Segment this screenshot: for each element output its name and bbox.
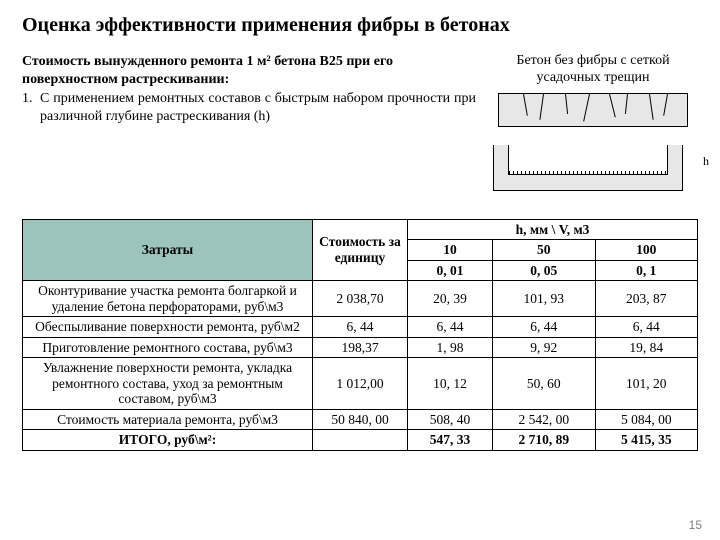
th-col-1-bot: 0, 05 (493, 260, 595, 281)
row-value: 198,37 (313, 337, 408, 358)
cost-table: Затраты Стоимость за единицу h, мм \ V, … (22, 219, 698, 451)
total-value: 5 415, 35 (595, 430, 697, 451)
th-col-2-bot: 0, 1 (595, 260, 697, 281)
table-row: Приготовление ремонтного состава, руб\м3… (23, 337, 698, 358)
total-value (313, 430, 408, 451)
list-text: С применением ремонтных составов с быстр… (40, 90, 476, 125)
row-value: 2 542, 00 (493, 409, 595, 430)
intro-heading: Стоимость вынужденного ремонта 1 м² бето… (22, 53, 476, 88)
row-value: 6, 44 (595, 317, 697, 338)
row-label: Оконтуривание участка ремонта болгаркой … (23, 281, 313, 317)
row-value: 6, 44 (313, 317, 408, 338)
row-value: 203, 87 (595, 281, 697, 317)
th-costs: Затраты (23, 219, 313, 281)
row-value: 2 038,70 (313, 281, 408, 317)
row-label: Приготовление ремонтного состава, руб\м3 (23, 337, 313, 358)
row-value: 508, 40 (408, 409, 493, 430)
total-label: ИТОГО, руб\м²: (23, 430, 313, 451)
row-value: 6, 44 (408, 317, 493, 338)
row-value: 101, 20 (595, 358, 697, 410)
table-row: Обеспыливание поверхности ремонта, руб\м… (23, 317, 698, 338)
row-value: 50, 60 (493, 358, 595, 410)
th-col-0-top: 10 (408, 240, 493, 261)
total-value: 2 710, 89 (493, 430, 595, 451)
total-value: 547, 33 (408, 430, 493, 451)
concrete-slab-cavity-icon: h (493, 145, 693, 191)
row-label: Увлажнение поверхности ремонта, укладка … (23, 358, 313, 410)
row-label: Обеспыливание поверхности ремонта, руб\м… (23, 317, 313, 338)
row-value: 10, 12 (408, 358, 493, 410)
row-value: 19, 84 (595, 337, 697, 358)
th-unit-cost: Стоимость за единицу (313, 219, 408, 281)
table-row: Увлажнение поверхности ремонта, укладка … (23, 358, 698, 410)
concrete-slab-cracked-icon (498, 93, 688, 127)
list-number: 1. (22, 90, 40, 125)
table-total-row: ИТОГО, руб\м²: 547, 332 710, 895 415, 35 (23, 430, 698, 451)
row-value: 9, 92 (493, 337, 595, 358)
row-value: 1 012,00 (313, 358, 408, 410)
row-value: 5 084, 00 (595, 409, 697, 430)
figure-caption: Бетон без фибры с сеткой усадочных трещи… (488, 53, 698, 87)
dimension-h-label: h (703, 155, 709, 167)
th-col-2-top: 100 (595, 240, 697, 261)
figure-block: Бетон без фибры с сеткой усадочных трещи… (488, 53, 698, 191)
page-number: 15 (689, 518, 702, 532)
row-value: 6, 44 (493, 317, 595, 338)
th-col-0-bot: 0, 01 (408, 260, 493, 281)
table-row: Стоимость материала ремонта, руб\м350 84… (23, 409, 698, 430)
row-value: 20, 39 (408, 281, 493, 317)
page-title: Оценка эффективности применения фибры в … (22, 14, 698, 37)
row-value: 1, 98 (408, 337, 493, 358)
th-col-1-top: 50 (493, 240, 595, 261)
upper-section: Стоимость вынужденного ремонта 1 м² бето… (22, 53, 698, 191)
table-row: Оконтуривание участка ремонта болгаркой … (23, 281, 698, 317)
row-label: Стоимость материала ремонта, руб\м3 (23, 409, 313, 430)
intro-text: Стоимость вынужденного ремонта 1 м² бето… (22, 53, 476, 191)
row-value: 50 840, 00 (313, 409, 408, 430)
th-group: h, мм \ V, м3 (408, 219, 698, 240)
row-value: 101, 93 (493, 281, 595, 317)
